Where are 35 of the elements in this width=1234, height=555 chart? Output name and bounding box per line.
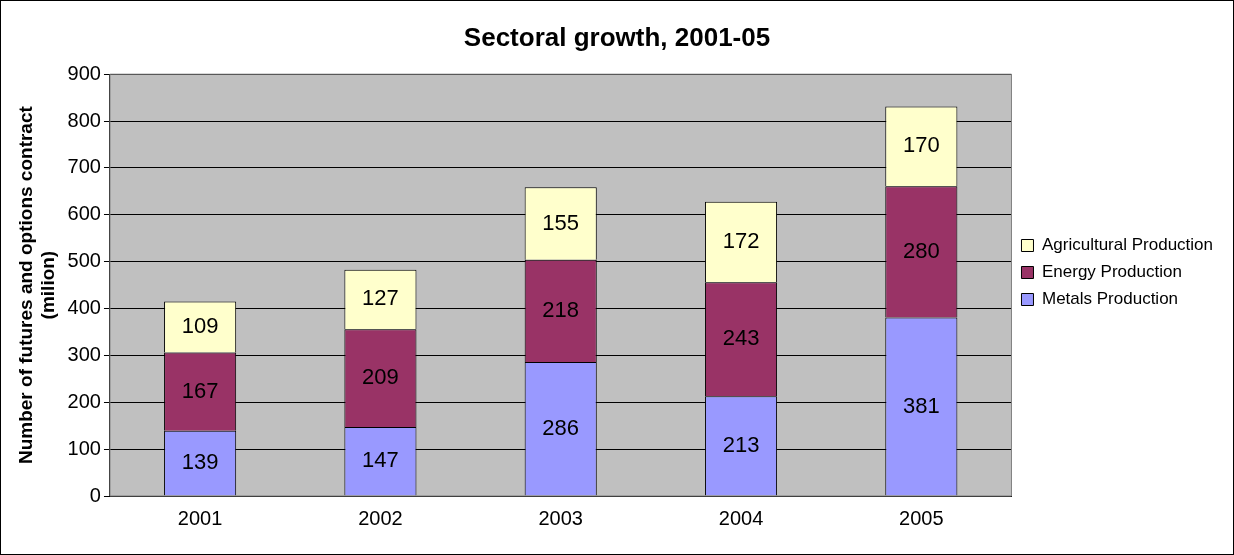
chart-title: Sectoral growth, 2001-05	[463, 21, 771, 52]
data-label: 209	[362, 364, 399, 390]
data-label: 381	[902, 392, 940, 418]
y-tick-label: 100	[67, 436, 101, 459]
y-tick-label: 900	[67, 61, 101, 84]
data-label: 286	[542, 414, 580, 440]
legend-label: Metals Production	[1041, 289, 1179, 309]
data-label: 280	[902, 237, 940, 263]
data-label: 243	[722, 325, 760, 351]
y-tick-label: 300	[67, 342, 101, 365]
y-tick-label: 500	[67, 249, 101, 272]
y-axis-title: Number of futures and options contract (milion)	[14, 105, 59, 465]
y-tick-label: 800	[67, 108, 101, 131]
x-tick-label: 2004	[718, 506, 764, 529]
data-label: 109	[181, 313, 219, 339]
x-tick-label: 2003	[538, 506, 583, 529]
data-label: 155	[542, 209, 580, 235]
x-tick-label: 2005	[899, 506, 944, 529]
y-tick-label: 200	[67, 389, 101, 412]
x-tick-label: 2001	[177, 506, 223, 529]
data-label: 167	[181, 377, 219, 403]
data-label: 172	[722, 228, 760, 254]
data-label: 170	[902, 132, 940, 158]
data-label: 218	[542, 296, 580, 322]
x-tick-label: 2002	[358, 506, 403, 529]
data-label: 127	[362, 285, 399, 311]
legend-label: Energy Production	[1041, 262, 1182, 282]
data-label: 139	[181, 449, 219, 475]
y-tick-label: 600	[67, 202, 101, 225]
y-tick-label: 700	[67, 155, 101, 178]
legend-label: Agricultural Production	[1041, 235, 1213, 255]
y-tick-label: 0	[89, 483, 101, 506]
data-label: 147	[362, 447, 399, 473]
y-tick-label: 400	[67, 296, 101, 319]
data-label: 213	[722, 431, 760, 457]
